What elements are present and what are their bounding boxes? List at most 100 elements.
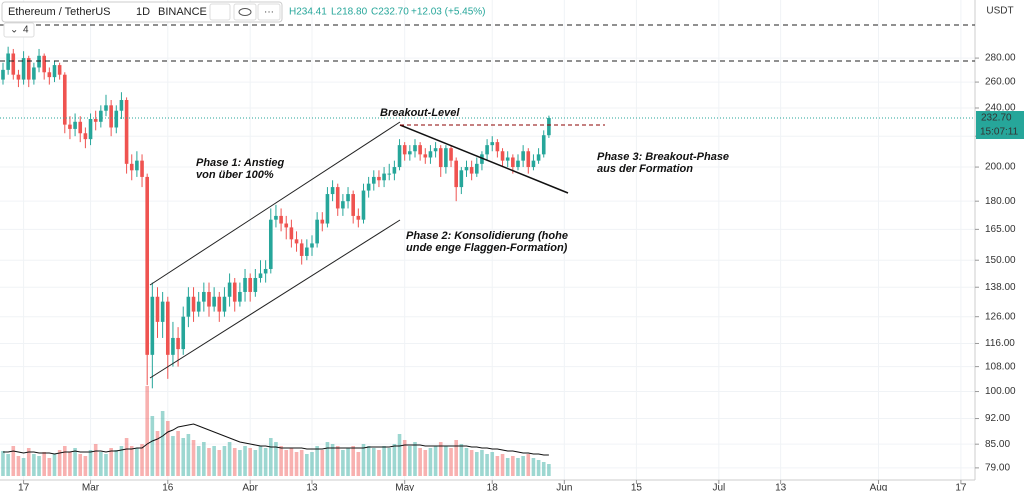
volume-bar [526,454,531,476]
button[interactable] [209,3,231,21]
volume-bar [289,448,294,476]
candle-body [217,296,222,312]
button[interactable] [233,3,257,21]
candle-body [109,105,113,128]
volume-bar [541,462,546,476]
volume-bar [263,448,268,476]
volume-bar [42,452,46,476]
volume-bar [16,456,21,476]
volume-bar [469,450,474,476]
candle-body [212,296,216,307]
exchange[interactable]: BINANCE [158,6,207,18]
candle-body [351,194,355,216]
volume-bar [418,448,422,476]
volume-bar [171,436,175,476]
candle-body [73,121,77,129]
candle-body [207,291,211,307]
drawings [0,24,975,379]
candle-body [176,337,180,350]
volume-bar [413,442,417,476]
volume-bar [165,421,170,476]
volume-bar [191,440,196,476]
candle-body [325,194,330,224]
countdown-tag [976,125,1024,140]
volume-bar [78,454,83,476]
candle-body [202,291,206,302]
candle-body [361,190,366,220]
candle-body [263,268,268,274]
volume-bar [444,446,448,476]
volume-bar [464,448,469,476]
volume-bar [361,444,366,476]
y-tick-label: 79.00 [985,463,1010,474]
candle-body [423,154,428,158]
candle-body [47,72,52,78]
volume-bar [83,456,88,476]
volume-bar [330,444,335,476]
candle-body [6,53,10,70]
x-tick-label: 17 [955,483,967,491]
volume-bar [212,446,216,476]
annotation: Phase 3: Breakout-Phase [597,151,729,163]
candle-body [341,201,345,209]
volume-bar [371,448,376,476]
button[interactable] [257,3,281,21]
volume-bar [160,411,165,476]
candle-body [444,148,448,168]
candle-body [480,154,484,164]
interval[interactable]: 1D [136,6,150,18]
volume-bar [284,450,289,476]
candle-body [516,160,520,168]
channel-line [149,219,401,379]
candle-body [294,239,299,244]
candle-body [42,55,46,73]
volume-bar [207,448,211,476]
volume-bar [423,450,428,476]
y-tick-label: 200.00 [985,162,1016,173]
candle-body [500,151,505,161]
volume-bar [433,446,438,476]
x-tick-label: 16 [162,483,174,491]
volume-bar [253,450,258,476]
candle-body [165,301,170,355]
volume-bar [459,444,464,476]
candle-body [521,151,525,161]
x-tick-label: Apr [242,483,258,491]
indicator-count: 4 [23,25,29,36]
x-tick-label: Jul [712,483,725,491]
candle-body [464,167,469,171]
candle-body [490,142,495,146]
annotation: von über 100% [196,169,274,181]
candle-body [222,296,227,312]
y-tick-label: 240.00 [985,103,1016,114]
indicator-toggle[interactable] [3,22,35,38]
volume-bar [1,451,5,476]
x-tick-label: Jun [556,483,572,491]
candle-body [387,173,392,175]
volume-bar [135,448,139,476]
candle-body [289,227,294,240]
volume-bar [320,450,325,476]
volume-bar [402,440,407,476]
volume-bar [392,444,397,476]
volume-bar [88,450,93,476]
y-tick-label: 280.00 [985,53,1016,64]
currency: USDT [986,6,1013,17]
candle-body [196,301,201,312]
volume-bar [222,446,227,476]
candle-body [16,74,21,80]
candle-body [88,118,93,140]
volume-bar [315,446,319,476]
candle-body [32,67,36,80]
symbol[interactable]: Ethereum / TetherUS [8,6,111,18]
volume-bar [155,431,160,476]
ohlc: C232.70 [371,7,409,18]
x-tick-label: Mar [82,483,100,491]
candle-body [305,247,309,256]
volume-bar [500,454,505,476]
y-tick-label: 138.00 [985,282,1016,293]
volume-bar [387,448,392,476]
volume-bar [68,452,72,476]
y-tick-label: 92.00 [985,413,1010,424]
